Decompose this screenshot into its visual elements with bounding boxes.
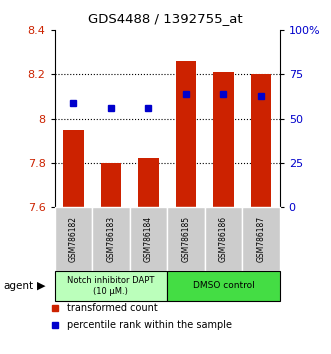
Text: GDS4488 / 1392755_at: GDS4488 / 1392755_at [88, 12, 243, 25]
Bar [167, 271, 280, 301]
Text: GSM786182: GSM786182 [69, 216, 78, 262]
Text: GSM786184: GSM786184 [144, 216, 153, 262]
Text: agent: agent [3, 281, 33, 291]
Text: transformed count: transformed count [67, 303, 157, 313]
Bar [251, 74, 271, 207]
Bar [167, 207, 205, 271]
Text: GSM786183: GSM786183 [106, 216, 116, 262]
Bar [55, 271, 167, 301]
Bar [101, 163, 121, 207]
Bar [138, 158, 159, 207]
Text: ▶: ▶ [37, 281, 46, 291]
Text: GSM786185: GSM786185 [181, 216, 190, 262]
Text: percentile rank within the sample: percentile rank within the sample [67, 320, 231, 330]
Bar [213, 72, 234, 207]
Bar [205, 207, 242, 271]
Text: DMSO control: DMSO control [193, 281, 254, 290]
Bar [92, 207, 130, 271]
Bar [242, 207, 280, 271]
Text: GSM786186: GSM786186 [219, 216, 228, 262]
Bar [55, 207, 92, 271]
Bar [130, 207, 167, 271]
Text: Notch inhibitor DAPT
(10 μM.): Notch inhibitor DAPT (10 μM.) [67, 276, 155, 296]
Text: GSM786187: GSM786187 [257, 216, 265, 262]
Bar [175, 61, 196, 207]
Bar [63, 130, 84, 207]
